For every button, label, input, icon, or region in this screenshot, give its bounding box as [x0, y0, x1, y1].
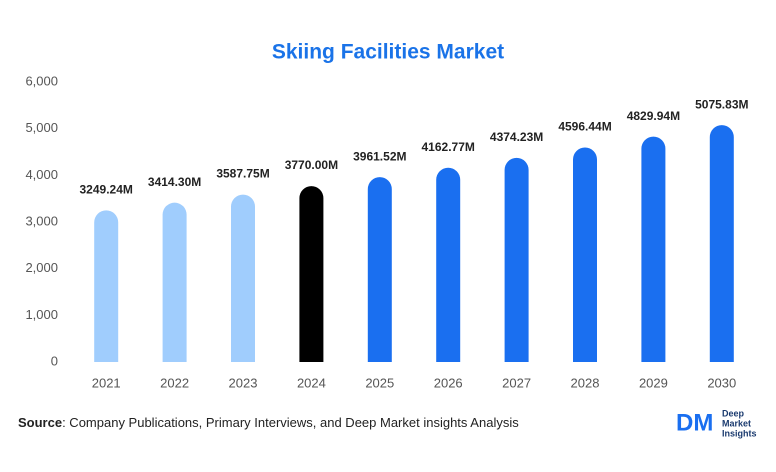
- y-tick-label: 0: [51, 353, 58, 368]
- value-label: 3587.75M: [216, 167, 269, 181]
- bar: [436, 167, 461, 362]
- value-label: 4162.77M: [422, 140, 475, 154]
- value-label: 5075.83M: [695, 97, 748, 111]
- bar: [367, 177, 392, 362]
- x-tick-label: 2026: [434, 375, 463, 390]
- y-tick-label: 2,000: [25, 260, 58, 275]
- x-tick-label: 2025: [365, 375, 394, 390]
- x-tick-label: 2022: [160, 375, 189, 390]
- x-tick-label: 2029: [639, 375, 668, 390]
- bar: [573, 147, 597, 362]
- value-label: 4829.94M: [627, 109, 680, 123]
- x-tick-label: 2021: [92, 375, 121, 390]
- chart-title: Skiing Facilities Market: [272, 41, 504, 64]
- y-tick-label: 6,000: [25, 73, 58, 88]
- bar: [94, 210, 119, 362]
- source-text: : Company Publications, Primary Intervie…: [62, 415, 519, 430]
- logo-text: Market: [722, 418, 751, 428]
- value-label: 4374.23M: [490, 130, 543, 144]
- bar: [641, 136, 666, 362]
- value-label: 3249.24M: [80, 183, 133, 197]
- x-tick-label: 2028: [571, 375, 600, 390]
- x-tick-label: 2027: [502, 375, 531, 390]
- value-label: 3770.00M: [285, 158, 338, 172]
- value-label: 4596.44M: [558, 120, 611, 134]
- bar: [709, 125, 734, 363]
- y-tick-label: 3,000: [25, 213, 58, 228]
- x-tick-label: 2030: [707, 375, 736, 390]
- logo-text: Deep: [722, 408, 745, 418]
- y-tick-label: 4,000: [25, 167, 58, 182]
- x-tick-label: 2023: [229, 375, 258, 390]
- y-tick-label: 5,000: [25, 120, 58, 135]
- bar: [299, 186, 324, 362]
- bar: [231, 194, 255, 362]
- source-label: Source: [18, 415, 62, 430]
- logo-text: Insights: [722, 428, 757, 438]
- bar: [162, 202, 187, 362]
- bar: [504, 157, 529, 362]
- value-label: 3961.52M: [353, 149, 406, 163]
- logo-mark: DM: [676, 409, 713, 436]
- y-tick-label: 1,000: [25, 307, 58, 322]
- x-tick-label: 2024: [297, 375, 326, 390]
- value-label: 3414.30M: [148, 175, 201, 189]
- source: Source: Company Publications, Primary In…: [18, 415, 519, 430]
